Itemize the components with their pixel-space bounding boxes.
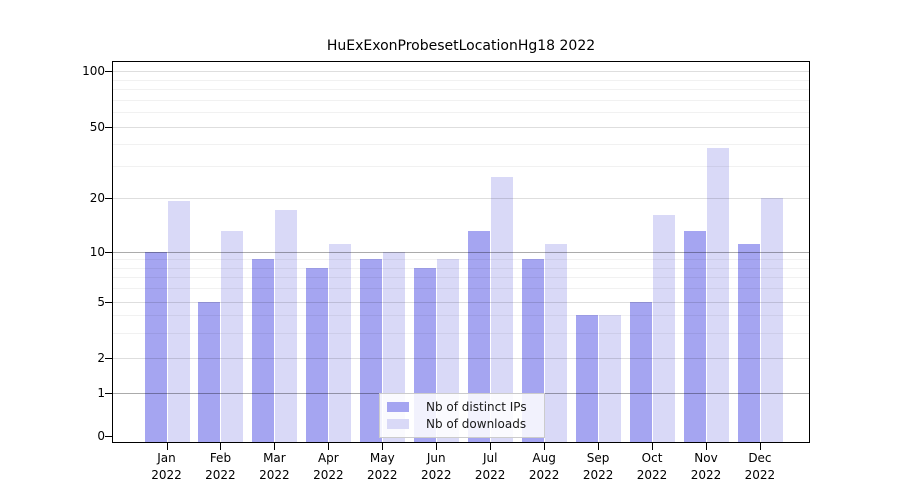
bar-distinct-ips-jul [468,231,491,442]
bar-downloads-sep [599,315,622,442]
legend-label-distinct-ips: Nb of distinct IPs [426,399,527,414]
legend: Nb of distinct IPs Nb of downloads [379,393,545,438]
bar-downloads-apr [329,244,352,442]
y-tick-label-20: 20 [89,190,105,205]
bar-downloads-nov [707,148,729,442]
bar-downloads-jan [167,201,190,442]
gridline-20 [113,197,809,199]
bar-downloads-jul [491,177,514,442]
minor-gridline-30 [113,166,809,168]
bar-distinct-ips-apr [306,267,329,442]
x-axis-year-mar: 2022 [259,468,290,482]
x-tick-oct [652,443,654,450]
x-axis-label-jul: Jul 2022 [458,450,522,484]
x-tick-sep [598,443,600,450]
x-axis-year-jul: 2022 [474,468,506,482]
x-axis-year-oct: 2022 [636,468,668,482]
y-tick-label-50: 50 [89,120,105,134]
gridline-100 [113,71,809,72]
bar-downloads-dec [760,197,783,442]
bar-downloads-mar [275,210,298,442]
x-axis-label-jun: Jun 2022 [404,450,468,484]
bar-downloads-feb [221,231,244,442]
x-axis-label-may: May 2022 [350,450,414,484]
x-tick-aug [544,443,546,450]
gridline-50 [113,127,809,128]
x-axis-year-jun: 2022 [420,468,452,482]
x-tick-nov [706,443,707,450]
y-tick-0 [105,436,112,437]
legend-label-downloads: Nb of downloads [426,417,527,432]
minor-gridline-60 [113,112,809,114]
x-axis-label-nov: Nov 2022 [674,450,738,484]
bar-distinct-ips-sep [576,315,599,442]
y-tick-label-1: 1 [97,385,105,400]
bar-distinct-ips-feb [198,301,221,442]
x-tick-jun [436,443,438,450]
legend-row-distinct-ips: Nb of distinct IPs [387,400,544,414]
x-axis-label-dec: Dec 2022 [728,450,792,484]
bar-downloads-oct [653,214,676,442]
bar-distinct-ips-nov [684,231,706,442]
y-tick-label-5: 5 [97,294,105,309]
y-tick-5 [105,301,112,303]
x-axis-label-aug: Aug 2022 [512,450,576,484]
x-axis-year-feb: 2022 [205,468,236,482]
x-axis-year-may: 2022 [367,468,398,482]
plot-area: 0 1 2 5 10 20 50 100 Jan 2022 Feb 2022 Mar 2022 Apr 202… [82,61,810,482]
x-axis-label-sep: Sep 2022 [566,450,630,484]
x-axis-year-apr: 2022 [313,468,344,482]
y-tick-2 [105,357,112,359]
bar-downloads-aug [545,244,568,442]
bar-distinct-ips-may [360,259,383,442]
minor-gridline-40 [113,144,809,146]
y-tick-label-10: 10 [89,244,105,259]
y-tick-50 [105,127,112,128]
bar-distinct-ips-mar [252,259,275,442]
x-axis-year-nov: 2022 [690,468,722,482]
x-axis-label-oct: Oct 2022 [620,450,684,484]
x-tick-may [382,443,384,450]
x-axis-label-apr: Apr 2022 [296,450,360,484]
y-tick-label-100: 100 [82,64,105,78]
bar-distinct-ips-jan [144,251,167,442]
x-axis-label-jan: Jan 2022 [135,450,199,484]
x-axis-year-dec: 2022 [744,468,776,482]
x-tick-jan [166,443,168,450]
minor-gridline-70 [113,99,809,101]
bar-distinct-ips-dec [737,244,760,442]
y-tick-label-2: 2 [97,350,105,365]
x-axis-year-jan: 2022 [151,468,182,482]
x-axis-year-sep: 2022 [582,468,614,482]
chart-title: HuExExonProbesetLocationHg18 2022 [326,38,596,54]
y-tick-20 [105,197,112,199]
y-tick-label-0: 0 [97,429,105,443]
x-axis-year-aug: 2022 [528,468,560,482]
x-tick-feb [220,443,222,450]
x-tick-mar [274,443,276,450]
minor-gridline-90 [113,79,809,81]
x-tick-apr [328,443,330,450]
x-axis-label-mar: Mar 2022 [242,450,306,484]
minor-gridline-80 [113,89,809,91]
legend-swatch-distinct-ips [387,401,409,412]
x-tick-dec [759,443,761,450]
legend-swatch-downloads [387,419,409,430]
y-tick-1 [105,392,112,394]
bar-distinct-ips-oct [630,301,653,442]
x-axis-label-feb: Feb 2022 [188,450,252,484]
x-tick-jul [490,443,492,450]
y-tick-100 [105,71,112,72]
y-tick-10 [105,251,112,253]
legend-row-downloads: Nb of downloads [387,417,544,431]
